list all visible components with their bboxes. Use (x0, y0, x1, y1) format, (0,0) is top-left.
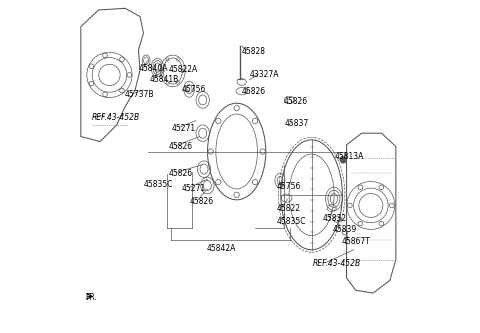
Text: 45835C: 45835C (276, 217, 306, 226)
Text: 45822A: 45822A (168, 65, 198, 75)
Text: 45756: 45756 (276, 182, 301, 191)
Text: 45837: 45837 (285, 119, 309, 128)
Text: 45828: 45828 (241, 47, 265, 56)
Circle shape (340, 157, 347, 163)
Text: 45839: 45839 (333, 225, 357, 234)
Text: 45826: 45826 (241, 87, 266, 96)
Text: FR.: FR. (85, 292, 97, 302)
Text: 45271: 45271 (182, 183, 206, 193)
Text: 45271: 45271 (172, 124, 196, 133)
Text: 45813A: 45813A (335, 152, 364, 161)
Text: 45867T: 45867T (342, 237, 371, 246)
Text: 45826: 45826 (168, 168, 192, 178)
Text: 45737B: 45737B (125, 90, 155, 100)
Text: 43327A: 43327A (250, 70, 279, 80)
Text: 45756: 45756 (182, 85, 206, 95)
Text: 45840A: 45840A (138, 64, 168, 73)
Text: 45826: 45826 (168, 142, 192, 151)
Text: 45841B: 45841B (149, 75, 179, 85)
Text: 45822: 45822 (276, 203, 300, 213)
Text: 45826: 45826 (190, 197, 214, 206)
Text: REF.43-452B: REF.43-452B (312, 259, 361, 268)
Text: 45832: 45832 (323, 213, 347, 223)
Text: 45826: 45826 (283, 97, 307, 106)
Text: REF.43-452B: REF.43-452B (92, 113, 140, 122)
Text: 45842A: 45842A (207, 243, 236, 253)
Text: 45835C: 45835C (144, 180, 173, 189)
